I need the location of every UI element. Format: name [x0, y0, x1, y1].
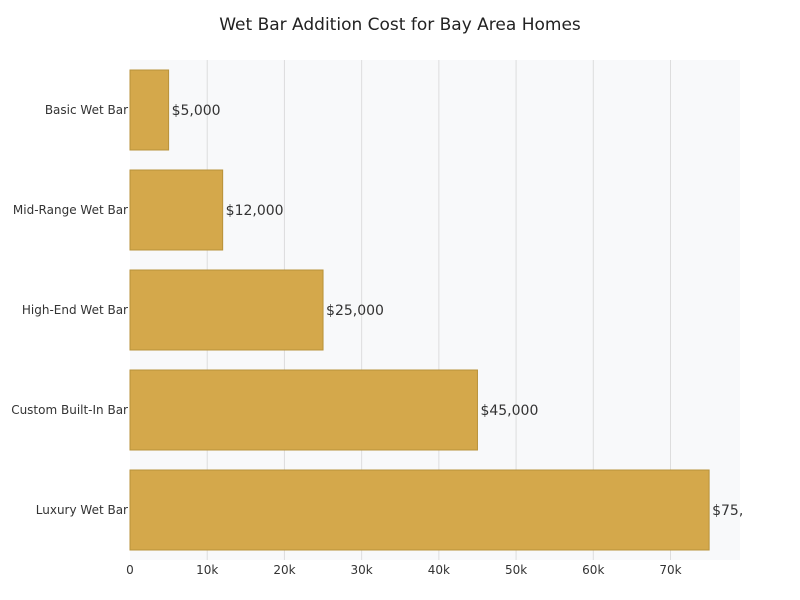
bar	[129, 69, 170, 151]
data-label: $25,000	[326, 303, 384, 319]
x-tick-label: 70k	[659, 563, 681, 577]
data-label: $5,000	[172, 103, 221, 119]
category-labels: Basic Wet Bar Mid-Range Wet Bar High-End W…	[11, 103, 128, 517]
category-label: Custom Built-In Bar	[11, 403, 128, 417]
data-label: $45,000	[480, 403, 538, 419]
data-label: $75,	[712, 503, 743, 519]
data-label: $12,000	[226, 203, 284, 219]
bar	[129, 269, 324, 351]
category-label: Luxury Wet Bar	[36, 503, 128, 517]
x-tick-label: 50k	[505, 563, 527, 577]
x-tick-label: 40k	[428, 563, 450, 577]
x-tick-label: 60k	[582, 563, 604, 577]
category-label: Basic Wet Bar	[45, 103, 128, 117]
data-labels: $5,000 $12,000 $25,000 $45,000 $75,	[172, 103, 744, 519]
bar	[129, 469, 710, 551]
x-tick-label: 0	[126, 563, 134, 577]
bars	[129, 69, 710, 551]
x-tick-label: 20k	[273, 563, 295, 577]
x-tick-label: 10k	[196, 563, 218, 577]
category-label: High-End Wet Bar	[22, 303, 128, 317]
bar	[129, 169, 224, 251]
chart-title: Wet Bar Addition Cost for Bay Area Homes	[219, 15, 581, 35]
x-tick-label: 30k	[351, 563, 373, 577]
category-label: Mid-Range Wet Bar	[13, 203, 128, 217]
bar	[129, 369, 478, 451]
x-tick-labels: 0 10k 20k 30k 40k 50k 60k 70k	[126, 563, 681, 577]
